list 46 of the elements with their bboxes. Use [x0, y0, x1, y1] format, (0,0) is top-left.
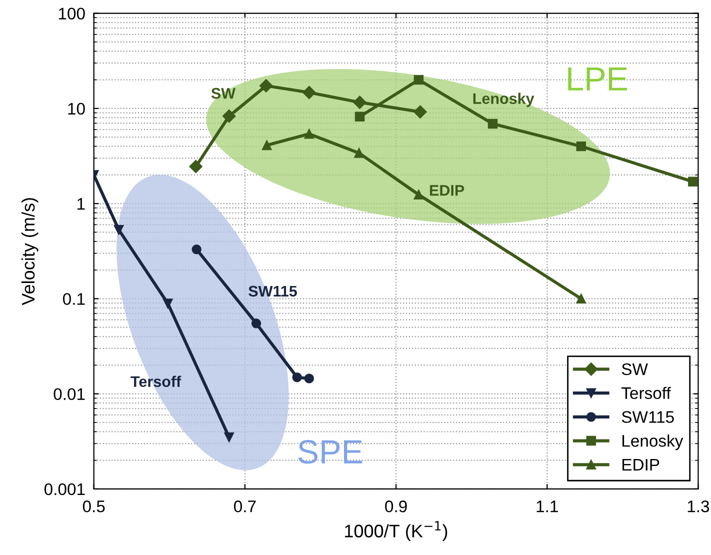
- x-tick-label: 0.9: [385, 500, 407, 512]
- x-tick-label: 0.5: [82, 500, 105, 512]
- point: [353, 96, 366, 109]
- x-tick-label: 1.1: [536, 500, 558, 512]
- point: [414, 105, 427, 118]
- legend-label: Lenosky: [622, 434, 684, 450]
- x-tick-label: 0.7: [234, 500, 256, 512]
- point: [163, 298, 173, 308]
- point: [251, 318, 262, 328]
- point: [576, 294, 586, 304]
- legend-label: SW: [622, 363, 648, 376]
- legend-label: EDIP: [622, 459, 660, 470]
- y-tick-label: 1: [78, 198, 85, 210]
- point: [189, 160, 202, 174]
- point: [224, 432, 234, 442]
- point: [192, 244, 202, 254]
- point: [304, 129, 314, 139]
- x-axis-title: 1000/T (K$^{−1}$): [345, 521, 448, 542]
- point: [688, 176, 698, 187]
- legend-label: Tersoff: [622, 386, 671, 400]
- point: [414, 74, 424, 85]
- point: [292, 372, 302, 382]
- annotation: SW115: [248, 286, 297, 297]
- point: [222, 110, 236, 123]
- point: [114, 224, 124, 235]
- y-tick-label: 10: [68, 102, 85, 115]
- y-tick-label: 0.001: [44, 483, 85, 496]
- y-tick-label: 100: [58, 8, 85, 20]
- point: [354, 112, 365, 122]
- annotation: Tersoff: [130, 376, 182, 387]
- y-tick-label: 0.1: [63, 293, 85, 305]
- point: [354, 148, 364, 158]
- point: [414, 190, 424, 200]
- annotation: SPE: [298, 440, 362, 464]
- y-axis-title: Velocity (m/s): [21, 198, 38, 306]
- point: [488, 118, 498, 129]
- y-tick-label: 0.01: [54, 388, 85, 400]
- point: [262, 140, 272, 150]
- annotation: LPE: [568, 68, 628, 90]
- legend-label: SW115: [622, 411, 674, 423]
- point: [260, 79, 273, 92]
- point: [304, 374, 314, 384]
- point: [302, 86, 316, 100]
- x-tick-label: 1.3: [688, 500, 710, 512]
- point: [576, 141, 586, 152]
- annotation: EDIP: [430, 185, 464, 196]
